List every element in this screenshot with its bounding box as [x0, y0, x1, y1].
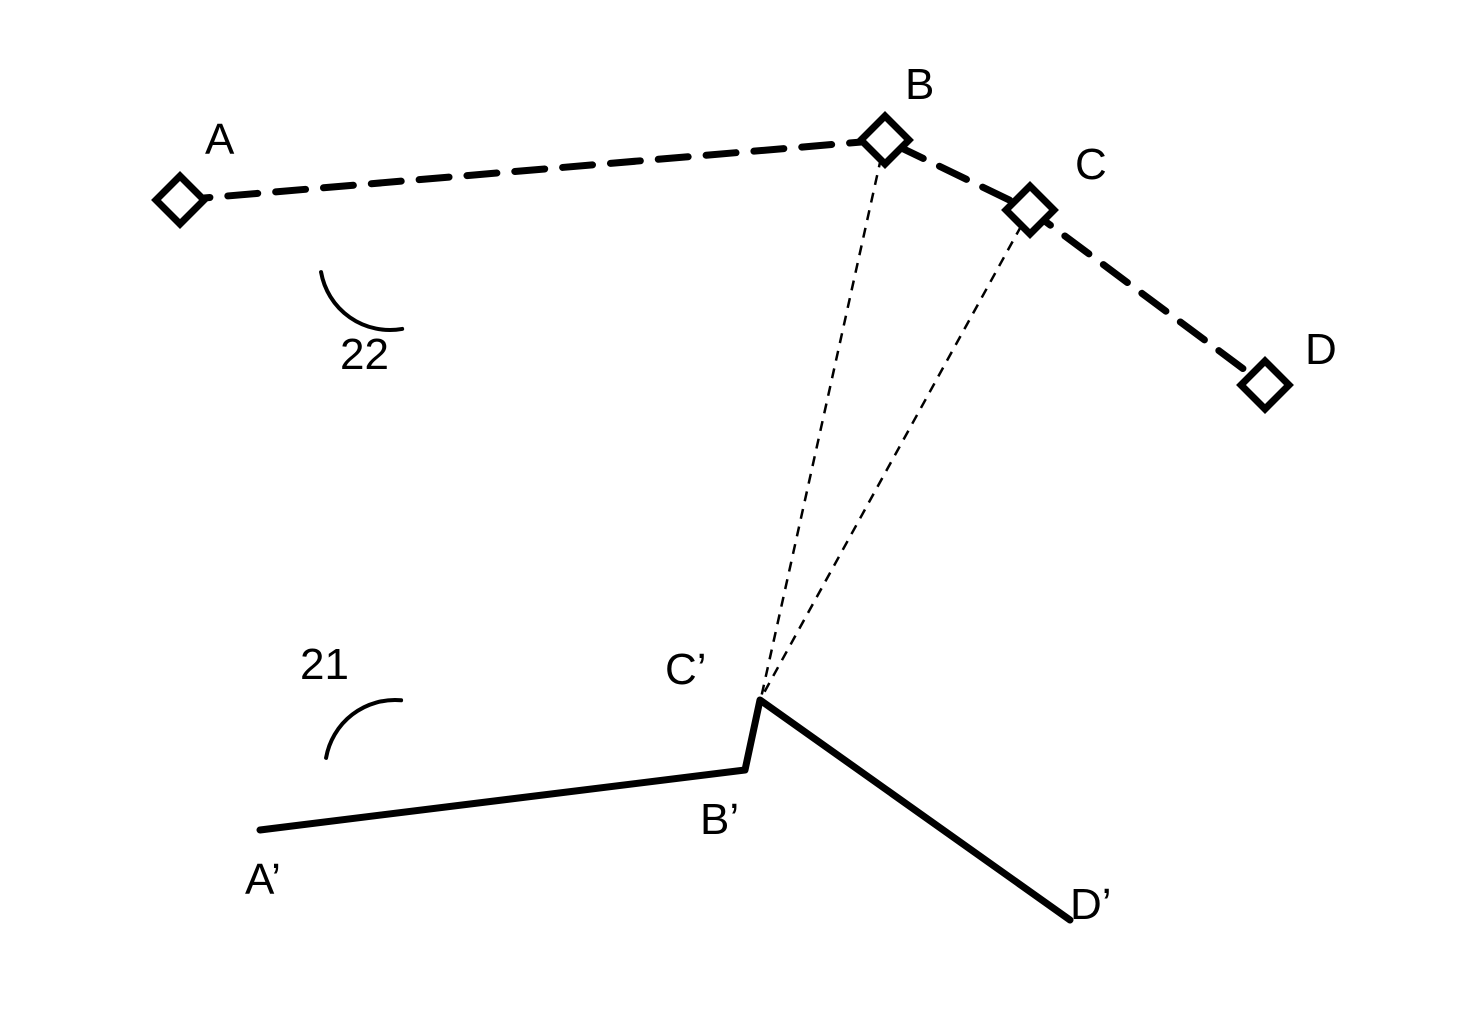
- label-D-prime: D’: [1070, 880, 1112, 930]
- marker-A-icon: [156, 176, 204, 224]
- label-C-prime: C’: [665, 645, 707, 695]
- diagram-canvas: A B C D A’ B’ C’ D’ 22 21: [0, 0, 1458, 1033]
- label-D: D: [1305, 325, 1337, 375]
- ref-label-22: 22: [340, 330, 389, 380]
- ref-leader-22: [321, 272, 402, 330]
- lower-solid-polyline: [260, 700, 1070, 920]
- correspondence-line-0: [745, 140, 885, 770]
- label-B: B: [905, 60, 934, 110]
- label-A: A: [205, 115, 234, 165]
- label-A-prime: A’: [245, 855, 281, 905]
- marker-B-icon: [861, 116, 909, 164]
- ref-label-21: 21: [300, 640, 349, 690]
- correspondence-line-1: [760, 210, 1030, 700]
- marker-D-icon: [1241, 361, 1289, 409]
- label-C: C: [1075, 140, 1107, 190]
- label-B-prime: B’: [700, 795, 739, 845]
- ref-leader-21: [326, 700, 401, 758]
